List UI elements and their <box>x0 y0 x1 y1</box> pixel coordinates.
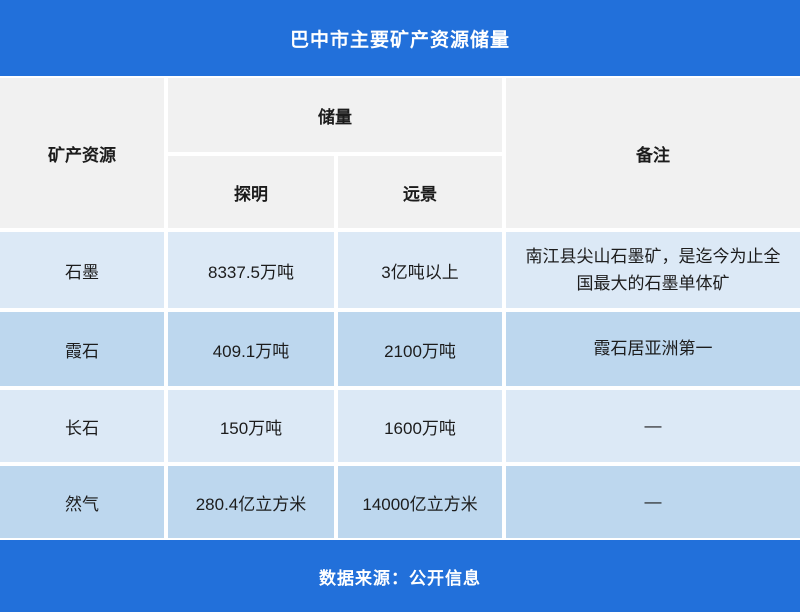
row-1-prospective-cell: 3亿吨以上 <box>338 232 502 308</box>
row-4-mineral-cell: 然气 <box>0 466 164 538</box>
row-4-prospective-cell: 14000亿立方米 <box>338 466 502 538</box>
row-2-mineral-cell: 霞石 <box>0 312 164 386</box>
row-1-proven-cell: 8337.5万吨 <box>168 232 334 308</box>
page-title: 巴中市主要矿产资源储量 <box>0 0 800 76</box>
row-2-remark-cell: 霞石居亚洲第一 <box>506 312 800 386</box>
col-header-remark: 备注 <box>506 78 800 228</box>
row-4-remark-cell: — <box>506 466 800 538</box>
col-header-reserves: 储量 <box>168 78 502 152</box>
row-3-prospective-cell: 1600万吨 <box>338 390 502 462</box>
row-3-remark-cell: — <box>506 390 800 462</box>
col-header-mineral: 矿产资源 <box>0 78 164 228</box>
row-2-proven-cell: 409.1万吨 <box>168 312 334 386</box>
row-4-proven-cell: 280.4亿立方米 <box>168 466 334 538</box>
reserves-table: 矿产资源 储量 备注 探明 远景 石墨 8337.5万吨 3亿吨以上 南江县尖山… <box>0 76 800 540</box>
row-1-remark-cell: 南江县尖山石墨矿，是迄今为止全国最大的石墨单体矿 <box>506 232 800 308</box>
row-3-proven-cell: 150万吨 <box>168 390 334 462</box>
col-header-prospective: 远景 <box>338 156 502 228</box>
row-2-prospective-cell: 2100万吨 <box>338 312 502 386</box>
col-header-proven: 探明 <box>168 156 334 228</box>
row-1-mineral-cell: 石墨 <box>0 232 164 308</box>
data-source-note: 数据来源：公开信息 <box>0 540 800 612</box>
row-3-mineral-cell: 长石 <box>0 390 164 462</box>
